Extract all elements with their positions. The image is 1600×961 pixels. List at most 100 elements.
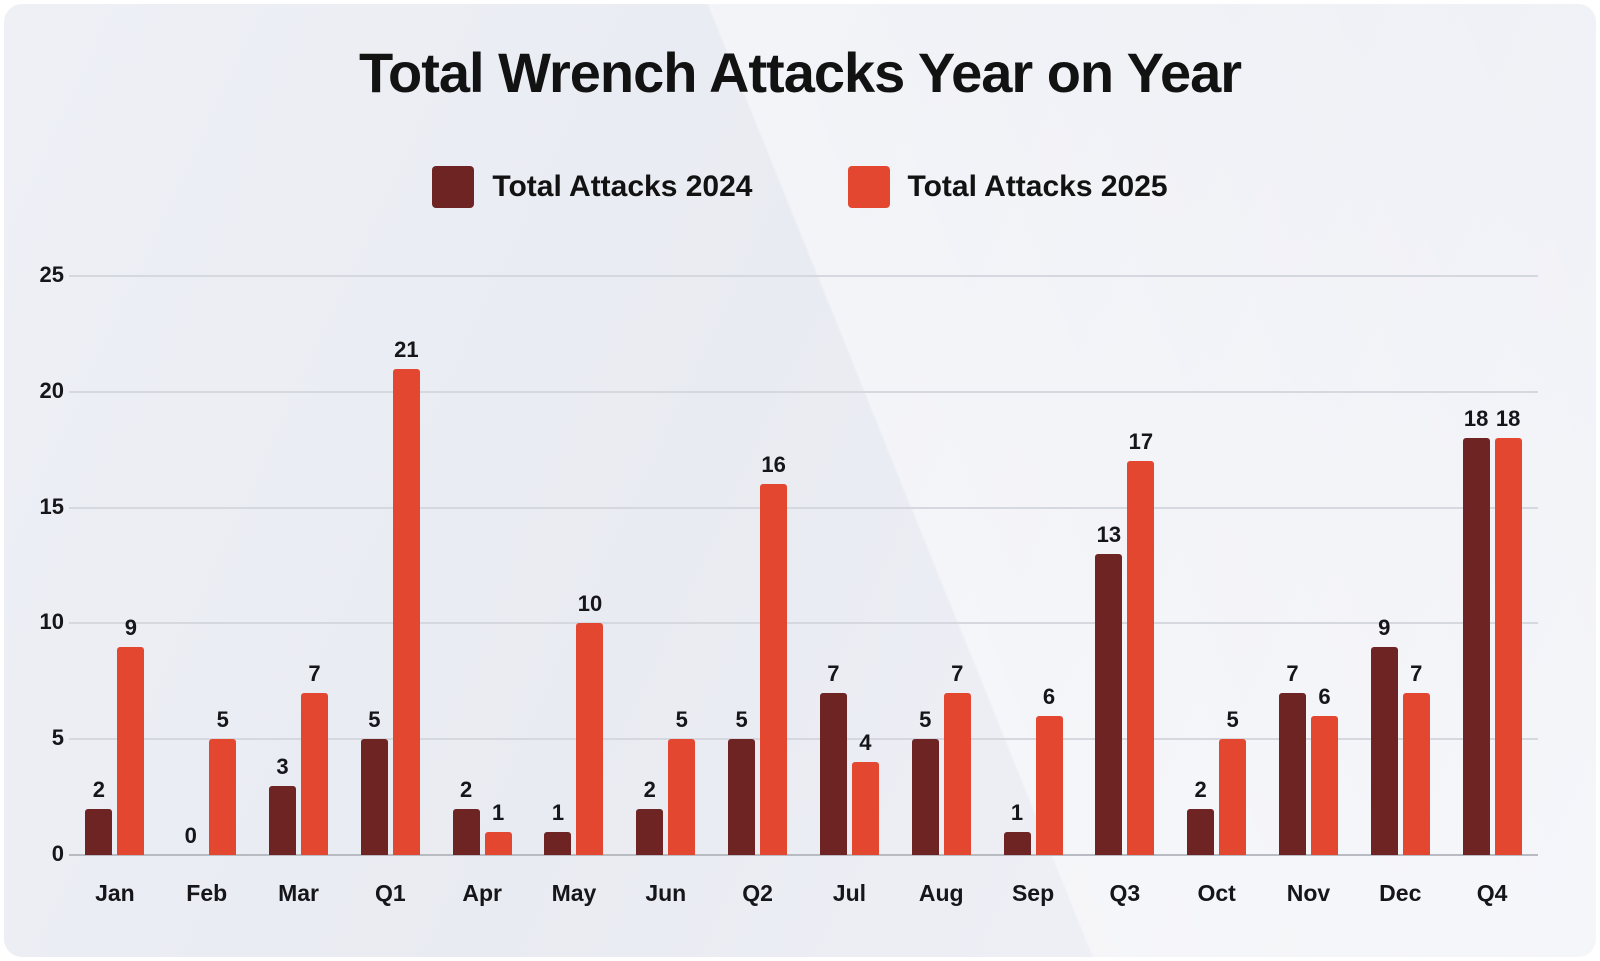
x-tick-label-q2: Q2 — [742, 880, 773, 906]
x-tick-label-jan: Jan — [95, 880, 135, 906]
bar-value-label: 1 — [492, 799, 505, 825]
bar-value-label: 5 — [216, 707, 229, 733]
bar-2025-sep: 6 — [1035, 684, 1063, 855]
bar-2024-may: 1 — [544, 800, 572, 855]
bar-2025-q2: 16 — [760, 452, 788, 855]
bar-2025-oct: 5 — [1219, 707, 1247, 855]
x-axis: Jan Feb Mar Q1 Apr May Jun Q2 Jul Aug Sep Q3 Oct Nov D… — [69, 880, 1538, 907]
bar-group-q3: 13 17 — [1079, 276, 1171, 855]
bar-value-label: 3 — [276, 753, 289, 779]
bar-value-label: 1 — [1010, 799, 1024, 825]
bar-value-label: 6 — [1318, 684, 1331, 710]
bar-2024-q3: 13 — [1095, 522, 1123, 855]
x-tick-label-feb: Feb — [186, 880, 228, 906]
bars-container: 2 9 0 5 3 7 5 21 2 1 1 10 2 5 5 16 7 4 5 7 1 6 13 17 2 5 7 6 9 7 18 18 — [69, 276, 1538, 855]
gridline-15 — [69, 506, 1538, 509]
x-tick-label-sep: Sep — [1011, 880, 1055, 906]
bar-value-label: 2 — [1194, 776, 1207, 802]
bar-2024-q1: 5 — [360, 707, 388, 855]
bar-2024-sep: 1 — [1003, 800, 1031, 855]
bar-value-label: 2 — [460, 776, 473, 802]
bar-2025-aug: 7 — [943, 661, 971, 855]
gridlines — [69, 275, 1538, 856]
y-tick-label-25: 25 — [39, 262, 64, 287]
bar-2024-jul: 7 — [819, 661, 847, 855]
bar-value-label: 7 — [1410, 660, 1423, 686]
bar-2024-jan: 2 — [85, 777, 113, 855]
bar-value-label: 5 — [675, 707, 688, 733]
gridline-10 — [69, 622, 1538, 625]
gridline-5 — [69, 738, 1538, 741]
bar-group-q2: 5 16 — [712, 276, 804, 855]
legend-item-2024: Total Attacks 2024 — [432, 166, 753, 208]
x-tick-label-apr: Apr — [462, 880, 502, 906]
x-tick-label-nov: Nov — [1286, 880, 1331, 906]
x-tick-label-jun: Jun — [645, 880, 687, 906]
bar-value-label: 1 — [551, 799, 565, 825]
legend-label-2024: Total Attacks 2024 — [492, 170, 753, 203]
bar-value-label: 5 — [368, 707, 381, 733]
bar-2024-mar: 3 — [269, 754, 297, 855]
bar-value-label: 6 — [1042, 684, 1056, 710]
bar-2024-jun: 2 — [636, 777, 664, 855]
y-tick-label-20: 20 — [39, 377, 64, 403]
bar-2024-q2: 5 — [728, 707, 756, 855]
bar-value-label: 10 — [577, 591, 603, 617]
chart-card: Total Wrench Attacks Year on Year Total … — [4, 4, 1596, 957]
bar-value-label: 18 — [1463, 406, 1489, 432]
bar-2025-jan: 9 — [117, 615, 145, 855]
bar-value-label: 9 — [124, 614, 138, 640]
x-tick-label-jul: Jul — [832, 880, 867, 906]
legend-item-2025: Total Attacks 2025 — [847, 166, 1168, 208]
bar-group-may: 1 10 — [528, 276, 620, 855]
x-tick-label-dec: Dec — [1379, 880, 1422, 906]
legend: Total Attacks 2024 Total Attacks 2025 — [4, 166, 1596, 208]
x-tick-label-aug: Aug — [918, 880, 964, 906]
y-tick-label-5: 5 — [51, 725, 64, 751]
bar-value-label: 18 — [1495, 406, 1521, 432]
bar-value-label: 21 — [394, 336, 419, 362]
plot-area: 2 9 0 5 3 7 5 21 2 1 1 10 2 5 5 16 7 4 5 7 1 6 13 17 2 5 7 6 9 7 18 18 — [69, 275, 1538, 856]
bar-value-label: 0 — [184, 823, 197, 848]
bar-2025-jul: 4 — [851, 730, 879, 855]
bar-2025-q4: 18 — [1494, 406, 1522, 855]
bar-2025-feb: 5 — [209, 707, 237, 855]
bar-2025-nov: 6 — [1310, 684, 1338, 855]
bar-2025-q3: 17 — [1127, 429, 1155, 855]
bar-group-q4: 18 18 — [1446, 276, 1538, 855]
legend-swatch-2025 — [847, 166, 890, 208]
bar-value-label: 5 — [919, 707, 932, 733]
bar-value-label: 2 — [92, 776, 106, 802]
bar-2025-jun: 5 — [668, 707, 696, 855]
bar-value-label: 7 — [1286, 660, 1299, 686]
bar-group-q1: 5 21 — [344, 276, 436, 855]
bar-value-label: 7 — [827, 660, 840, 686]
bar-2024-oct: 2 — [1187, 777, 1215, 855]
legend-swatch-2024 — [432, 166, 475, 208]
bar-value-label: 4 — [859, 730, 872, 756]
bar-2024-aug: 5 — [911, 707, 939, 855]
x-tick-label-may: May — [551, 880, 597, 906]
legend-label-2025: Total Attacks 2025 — [907, 170, 1168, 203]
bar-value-label: 5 — [1226, 707, 1239, 733]
bar-2024-nov: 7 — [1278, 661, 1306, 855]
gridline-20 — [69, 390, 1538, 393]
y-tick-label-0: 0 — [51, 841, 64, 866]
bar-value-label: 13 — [1096, 521, 1122, 547]
bar-2025-q1: 21 — [392, 337, 420, 855]
x-tick-label-q4: Q4 — [1476, 880, 1508, 906]
y-tick-label-10: 10 — [39, 609, 64, 635]
bar-2024-q4: 18 — [1462, 406, 1490, 855]
x-tick-label-q3: Q3 — [1109, 880, 1141, 906]
bar-value-label: 5 — [735, 707, 748, 733]
gridline-0 — [69, 854, 1538, 856]
